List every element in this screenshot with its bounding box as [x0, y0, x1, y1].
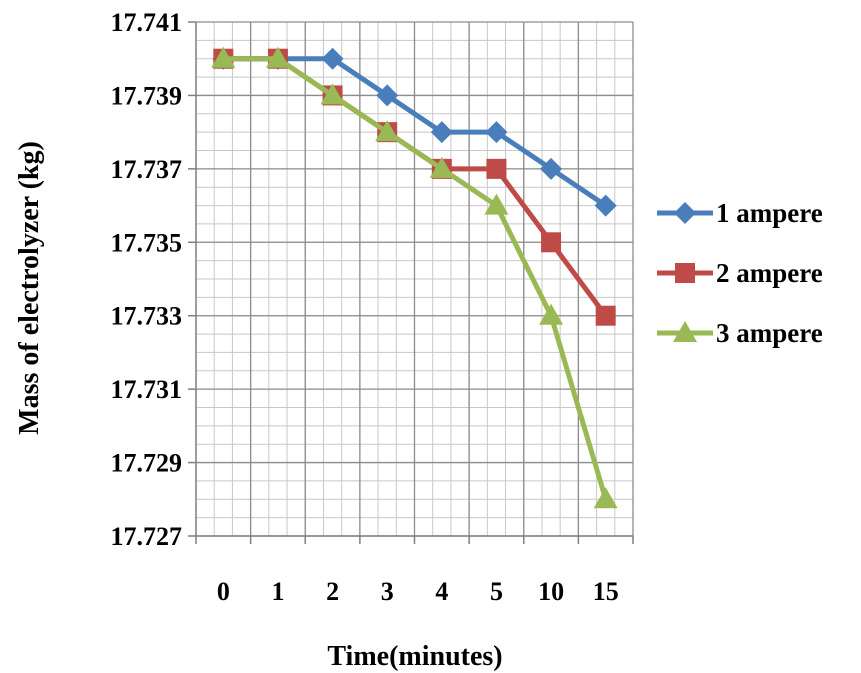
y-tick-label: 17.735	[111, 228, 183, 257]
axes	[188, 21, 634, 544]
data-point-3-ampere	[429, 156, 454, 178]
y-tick-label: 17.739	[111, 81, 183, 110]
major-gridlines	[196, 21, 634, 537]
legend-item-1-ampere: 1 ampere	[657, 198, 823, 228]
legend-label-1-ampere: 1 ampere	[716, 198, 823, 228]
data-point-1-ampere	[321, 47, 344, 70]
data-point-2-ampere	[541, 232, 562, 253]
data-point-3-ampere	[539, 303, 564, 325]
x-tick-label: 0	[217, 577, 230, 606]
x-axis-title: Time(minutes)	[327, 641, 502, 672]
x-tick-label: 2	[326, 577, 339, 606]
x-tick-label: 10	[538, 577, 564, 606]
x-tick-label: 15	[593, 577, 619, 606]
y-tick-label: 17.729	[111, 449, 183, 478]
y-tick-label: 17.727	[111, 522, 183, 551]
y-axis-title: Mass of electrolyzer (kg)	[14, 141, 45, 435]
data-point-3-ampere	[265, 46, 290, 68]
x-tick-label: 4	[435, 577, 448, 606]
legend-label-3-ampere: 3 ampere	[716, 318, 823, 348]
series-group	[211, 46, 618, 509]
data-point-3-ampere	[593, 487, 618, 509]
data-point-2-ampere	[595, 305, 616, 326]
x-tick-labels: 0 1 2 3 4 5 10 15	[217, 577, 619, 606]
data-point-3-ampere	[484, 193, 509, 215]
data-point-1-ampere	[430, 121, 453, 144]
series-3-ampere	[211, 46, 618, 509]
x-tick-label: 1	[271, 577, 284, 606]
legend-marker-2-ampere	[675, 263, 695, 283]
data-point-1-ampere	[540, 157, 563, 180]
data-point-1-ampere	[485, 121, 508, 144]
legend-label-2-ampere: 2 ampere	[716, 258, 823, 288]
legend: 1 ampere 2 ampere 3 ampere	[657, 198, 823, 348]
y-tick-label: 17.733	[111, 302, 183, 331]
y-tick-label: 17.741	[111, 8, 183, 37]
data-point-3-ampere	[320, 83, 345, 105]
x-tick-label: 3	[381, 577, 394, 606]
data-point-2-ampere	[486, 158, 507, 179]
y-tick-label: 17.731	[111, 375, 183, 404]
legend-item-2-ampere: 2 ampere	[657, 258, 823, 288]
y-tick-labels: 17.741 17.739 17.737 17.735 17.733 17.731 17.7…	[111, 8, 183, 551]
data-point-1-ampere	[594, 194, 617, 217]
legend-marker-3-ampere	[673, 321, 697, 342]
data-point-3-ampere	[211, 46, 236, 68]
x-tick-label: 5	[490, 577, 503, 606]
legend-item-3-ampere: 3 ampere	[657, 318, 823, 348]
data-point-1-ampere	[376, 84, 399, 107]
y-tick-label: 17.737	[111, 155, 183, 184]
data-point-3-ampere	[375, 120, 400, 142]
legend-marker-1-ampere	[674, 202, 696, 224]
